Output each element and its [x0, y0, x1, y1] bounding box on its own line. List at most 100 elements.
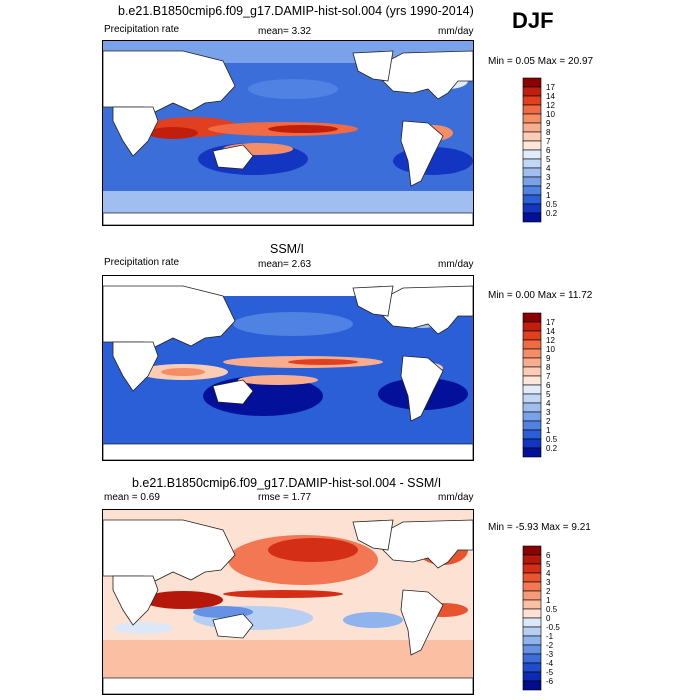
units-label: mm/day: [438, 26, 474, 37]
mean-label: mean= 3.32: [258, 26, 312, 37]
panel-title: b.e21.B1850cmip6.f09_g17.DAMIP-hist-sol.…: [118, 4, 474, 18]
colorbar-box: [522, 203, 542, 214]
colorbar-tick-label: 12: [546, 101, 555, 110]
variable-label: Precipitation rate: [104, 257, 180, 268]
colorbar-tick-label: 5: [546, 560, 551, 569]
units-label: mm/day: [438, 259, 474, 270]
colorbar-tick-label: 6: [546, 381, 551, 390]
colorbar-box: [522, 330, 542, 341]
colorbar-box: [522, 104, 542, 115]
colorbar-tick-label: 17: [546, 83, 555, 92]
colorbar-tick-label: 4: [546, 164, 551, 173]
colorbar-box: [522, 393, 542, 404]
colorbar-box: [522, 420, 542, 431]
colorbar-box: [522, 563, 542, 574]
colorbar-tick-label: 3: [546, 408, 551, 417]
minmax-label: Min = -5.93 Max = 9.21: [488, 522, 591, 533]
panel-title: SSM/I: [270, 242, 305, 256]
colorbar-tick-label: 2: [546, 182, 551, 191]
colorbar-box: [522, 375, 542, 386]
colorbar-tick-label: 1: [546, 191, 551, 200]
colorbar-tick-label: 4: [546, 569, 551, 578]
colorbar-tick-label: 2: [546, 417, 551, 426]
colorbar-box: [522, 653, 542, 664]
colorbar-tick-label: 3: [546, 578, 551, 587]
colorbar-tick-label: 10: [546, 110, 555, 119]
colorbar-box: [522, 95, 542, 106]
colorbar-tick-label: 5: [546, 390, 551, 399]
colorbar-difference: 6 5 4 3 2 1 0.5 0 -0.5 -1 -2 -3 -4 -5 -6: [522, 545, 560, 691]
colorbar-box: [522, 185, 542, 196]
colorbar-box: [522, 348, 542, 359]
colorbar-box: [522, 366, 542, 377]
colorbar-tick-label: 8: [546, 363, 551, 372]
precip-map-model: [102, 40, 474, 226]
colorbar-tick-label: 8: [546, 128, 551, 137]
colorbar-box: [522, 384, 542, 395]
colorbar-box: [522, 158, 542, 169]
colorbar-tick-label: 0: [546, 614, 551, 623]
colorbar-tick-label: 9: [546, 354, 551, 363]
colorbar-box: [522, 140, 542, 151]
colorbar-box: [522, 86, 542, 97]
diff-mean-label: mean = 0.69: [104, 492, 160, 503]
colorbar-tick-label: -1: [546, 632, 554, 641]
colorbar-box: [522, 357, 542, 368]
colorbar-box: [522, 644, 542, 655]
colorbar-box: [522, 402, 542, 413]
colorbar-box: [522, 617, 542, 628]
colorbar-tick-label: 10: [546, 345, 555, 354]
panel-title: b.e21.B1850cmip6.f09_g17.DAMIP-hist-sol.…: [132, 476, 442, 490]
colorbar-observation: 17 14 12 10 9 8 7 6 5 4 3 2 1 0.5 0.2: [522, 312, 558, 458]
colorbar-box: [522, 212, 542, 223]
colorbar-box: [522, 554, 542, 565]
precip-map-observation: [102, 275, 474, 461]
colorbar-box: [522, 321, 542, 332]
colorbar-tick-label: 0.5: [546, 605, 558, 614]
colorbar-tick-label: -2: [546, 641, 554, 650]
colorbar-tick-label: 6: [546, 551, 551, 560]
colorbar-box: [522, 608, 542, 619]
colorbar-tick-label: 5: [546, 155, 551, 164]
colorbar-box: [522, 131, 542, 142]
colorbar-model: 17 14 12 10 9 8 7 6 5 4 3 2 1 0.5 0.2: [522, 77, 558, 223]
colorbar-box: [522, 590, 542, 601]
colorbar-box: [522, 411, 542, 422]
colorbar-box: [522, 429, 542, 440]
colorbar-box: [522, 572, 542, 583]
colorbar-box: [522, 122, 542, 133]
rmse-label: rmse = 1.77: [258, 492, 312, 503]
colorbar-box: [522, 599, 542, 610]
colorbar-box: [522, 545, 542, 556]
colorbar-tick-label: 1: [546, 596, 551, 605]
colorbar-box: [522, 438, 542, 449]
minmax-label: Min = 0.00 Max = 11.72: [488, 290, 593, 301]
colorbar-box: [522, 339, 542, 350]
colorbar-tick-label: 0.5: [546, 435, 558, 444]
colorbar-tick-label: 0.5: [546, 200, 558, 209]
colorbar-tick-label: 3: [546, 173, 551, 182]
mean-label: mean= 2.63: [258, 259, 312, 270]
colorbar-tick-label: 0.2: [546, 209, 558, 218]
colorbar-tick-label: 1: [546, 426, 551, 435]
colorbar-tick-label: 12: [546, 336, 555, 345]
colorbar-box: [522, 194, 542, 205]
colorbar-box: [522, 77, 542, 88]
colorbar-box: [522, 167, 542, 178]
colorbar-tick-label: 14: [546, 92, 555, 101]
colorbar-box: [522, 635, 542, 646]
colorbar-box: [522, 680, 542, 691]
colorbar-box: [522, 312, 542, 323]
colorbar-box: [522, 671, 542, 682]
colorbar-tick-label: 7: [546, 137, 551, 146]
season-label: DJF: [512, 8, 554, 33]
colorbar-box: [522, 176, 542, 187]
colorbar-tick-label: -3: [546, 650, 554, 659]
colorbar-box: [522, 662, 542, 673]
colorbar-tick-label: 7: [546, 372, 551, 381]
variable-label: Precipitation rate: [104, 24, 180, 35]
precip-map-difference: [102, 509, 474, 695]
colorbar-tick-label: 2: [546, 587, 551, 596]
